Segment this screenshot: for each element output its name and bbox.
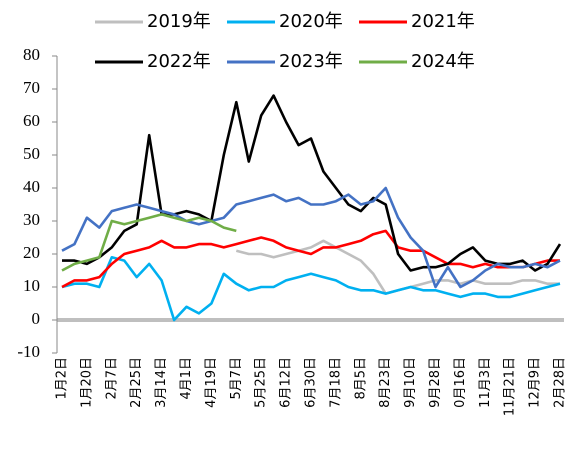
x-tick-label: 2月7日 [104,357,119,400]
legend-label: 2021年 [411,11,475,32]
series-line [62,94,562,272]
legend-label: 2020年 [279,11,343,32]
legend-label: 2022年 [147,51,211,72]
y-tick-label: 70 [23,78,40,97]
x-tick-label: 0月16日 [453,357,468,408]
x-tick-label: 6月30日 [304,357,319,408]
series-line [61,186,561,289]
x-tick-label: 6月12日 [279,357,294,408]
legend-label: 2019年 [147,11,211,32]
y-tick-label: 20 [23,243,40,262]
x-tick-label: 7月18日 [328,357,343,408]
x-tick-label: 11月21日 [503,357,518,416]
x-tick-label: 1月2日 [55,357,70,400]
y-tick-label: 30 [23,210,40,229]
series-line [61,213,237,272]
x-tick-label: 4月19日 [204,357,219,408]
legend-label: 2024年 [411,51,475,72]
x-tick-label: 5月7日 [229,357,244,400]
x-tick-label: 1月20日 [79,357,94,408]
series-line [61,256,561,322]
y-tick-label: 40 [23,177,40,196]
x-tick-label: 2月28日 [553,357,568,408]
x-tick-label: 11月3日 [478,357,493,408]
x-tick-label: 4月1日 [179,357,194,400]
series-line [61,229,560,289]
legend-label: 2023年 [279,51,343,72]
x-tick-label: 5月25日 [254,357,269,408]
y-tick-label: 80 [23,45,40,64]
y-tick-label: 50 [23,144,40,163]
y-tick-label: -10 [17,342,40,361]
y-tick-label: 0 [32,309,41,328]
x-tick-label: 3月14日 [154,357,169,408]
x-tick-label: 2月25日 [129,357,144,408]
x-tick-label: 8月5日 [353,357,368,400]
y-tick-label: 60 [23,111,40,130]
x-tick-label: 12月9日 [528,357,543,408]
x-tick-label: 9月10日 [403,357,418,408]
y-tick-label: 10 [23,276,40,295]
x-tick-label: 9月28日 [428,357,443,408]
x-tick-label: 8月23日 [378,357,393,408]
